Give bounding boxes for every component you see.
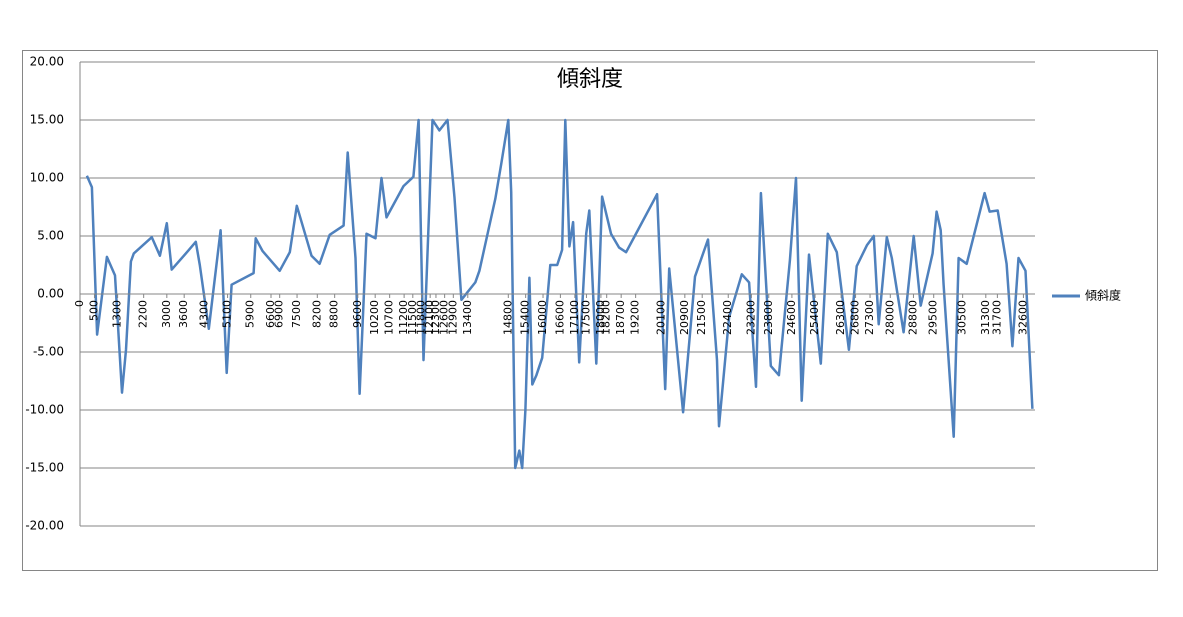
x-tick-label: 29500	[927, 300, 940, 335]
y-tick-label: -10.00	[25, 403, 64, 417]
x-tick-label: 23200	[744, 300, 757, 335]
x-tick-label: 8800	[328, 300, 341, 328]
y-tick-label: 0.00	[37, 287, 64, 301]
y-tick-label: -5.00	[33, 345, 64, 359]
x-tick-label: 26800	[849, 300, 862, 335]
x-tick-label: 12100	[423, 300, 436, 335]
x-tick-label: 21500	[695, 300, 708, 335]
x-tick-label: 30500	[956, 300, 969, 335]
x-tick-label: 20900	[678, 300, 691, 335]
x-tick-label: 3600	[177, 300, 190, 328]
x-tick-label: 0	[73, 300, 86, 307]
x-tick-label: 12900	[446, 300, 459, 335]
x-tick-label: 32600	[1016, 300, 1029, 335]
x-tick-label: 15400	[519, 300, 532, 335]
x-tick-label: 11500	[406, 300, 419, 335]
y-tick-label: -20.00	[25, 519, 64, 533]
y-tick-label: 20.00	[30, 55, 64, 69]
x-tick-label: 18000	[594, 300, 607, 335]
x-tick-label: 17100	[568, 300, 581, 335]
x-tick-label: 23800	[762, 300, 775, 335]
x-tick-label: 26300	[834, 300, 847, 335]
x-tick-label: 28800	[906, 300, 919, 335]
y-tick-label: -15.00	[25, 461, 64, 475]
x-tick-label: 2200	[137, 300, 150, 328]
x-tick-label: 10700	[383, 300, 396, 335]
x-tick-label: 11200	[397, 300, 410, 335]
x-tick-label: 7500	[290, 300, 303, 328]
x-tick-label: 500	[87, 300, 100, 321]
y-tick-label: 10.00	[30, 171, 64, 185]
x-tick-label: 13400	[461, 300, 474, 335]
x-tick-label: 18700	[614, 300, 627, 335]
x-tick-label: 19200	[629, 300, 642, 335]
x-tick-label: 3000	[160, 300, 173, 328]
x-tick-label: 8200	[310, 300, 323, 328]
x-tick-label: 16000	[536, 300, 549, 335]
x-tick-label: 28000	[883, 300, 896, 335]
x-tick-label: 4300	[197, 300, 210, 328]
x-tick-label: 16600	[553, 300, 566, 335]
x-tick-label: 22400	[721, 300, 734, 335]
chart-title: 傾斜度	[557, 67, 623, 92]
x-tick-label: 31700	[990, 300, 1003, 335]
x-tick-label: 24600	[785, 300, 798, 335]
x-tick-label: 12300	[429, 300, 442, 335]
x-tick-label: 5100	[221, 300, 234, 328]
y-tick-label: 5.00	[37, 229, 64, 243]
x-tick-label: 20100	[655, 300, 668, 335]
x-tick-label: 9600	[351, 300, 364, 328]
x-tick-label: 27300	[863, 300, 876, 335]
y-tick-label: 15.00	[30, 113, 64, 127]
x-tick-label: 10200	[368, 300, 381, 335]
x-tick-label: 31300	[979, 300, 992, 335]
x-tick-label: 17500	[579, 300, 592, 335]
x-tick-label: 5900	[244, 300, 257, 328]
x-tick-label: 6900	[273, 300, 286, 328]
x-tick-label: 18200	[600, 300, 613, 335]
x-tick-label: 12600	[438, 300, 451, 335]
data-line	[85, 118, 1034, 470]
legend-label: 傾斜度	[1085, 288, 1121, 303]
x-tick-label: 1300	[111, 300, 124, 328]
x-tick-label: 25400	[808, 300, 821, 335]
x-tick-label: 6600	[264, 300, 277, 328]
x-tick-label: 11800	[414, 300, 427, 335]
x-tick-label: 14800	[501, 300, 514, 335]
